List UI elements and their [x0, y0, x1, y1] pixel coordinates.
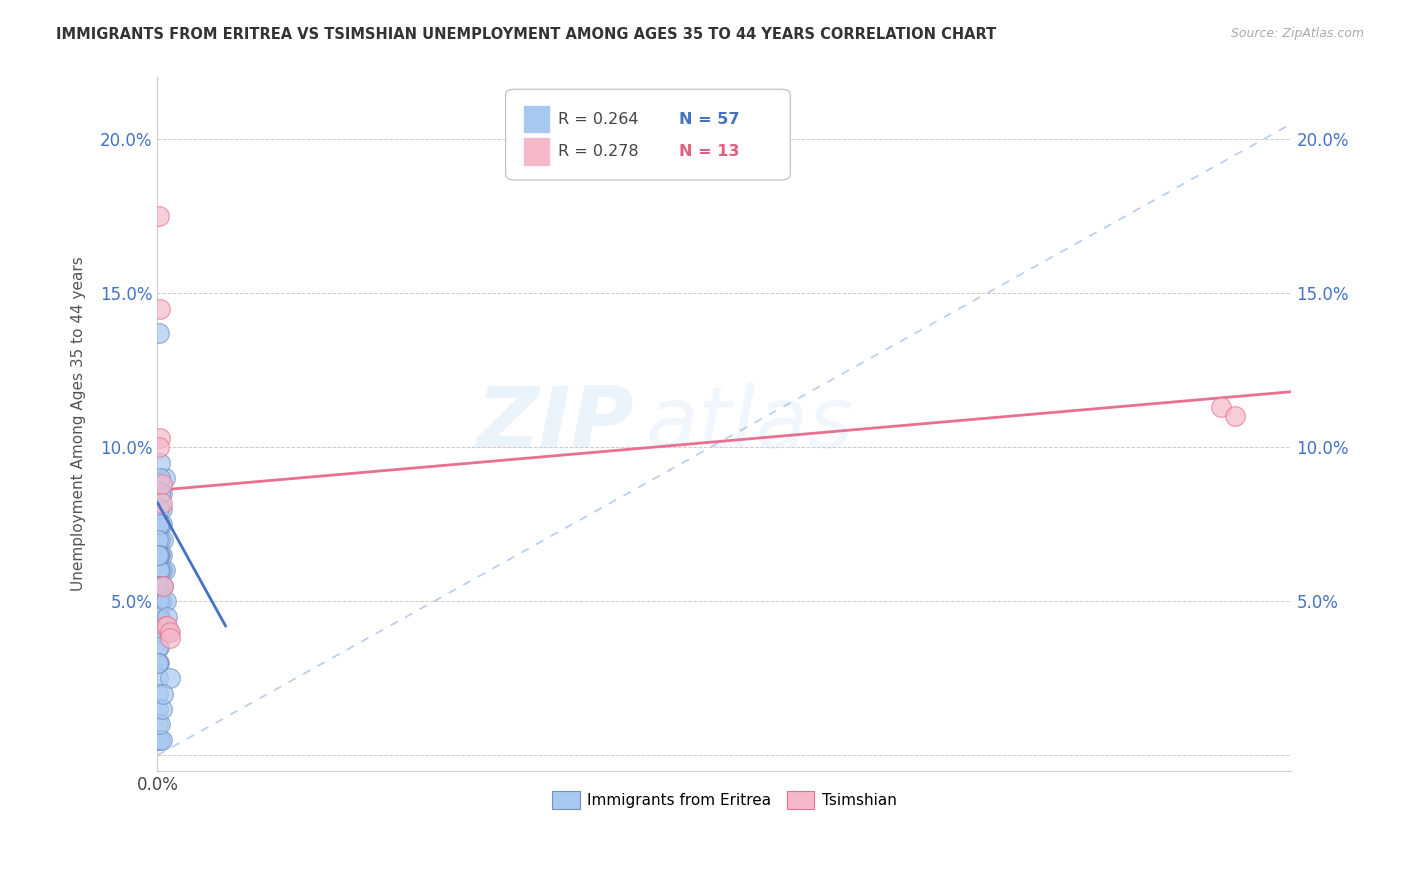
Point	[156, 609, 179, 624]
Point	[148, 326, 170, 341]
Point	[150, 501, 173, 516]
Point	[148, 656, 170, 670]
Point	[152, 533, 174, 547]
Point	[148, 594, 170, 608]
Point	[146, 609, 169, 624]
Point	[153, 563, 176, 577]
Text: R = 0.264: R = 0.264	[558, 112, 654, 127]
Point	[159, 625, 181, 640]
Point	[148, 656, 170, 670]
Point	[149, 609, 172, 624]
Point	[149, 517, 172, 532]
Point	[146, 656, 169, 670]
Point	[150, 517, 173, 532]
Point	[148, 594, 170, 608]
Text: R = 0.278: R = 0.278	[558, 145, 654, 159]
Point	[153, 471, 176, 485]
Point	[146, 579, 169, 593]
Point	[150, 702, 173, 716]
Point	[149, 533, 172, 547]
Point	[148, 640, 170, 655]
Point	[155, 594, 177, 608]
Point	[152, 579, 174, 593]
Point	[150, 486, 173, 500]
Point	[149, 732, 172, 747]
Point	[148, 440, 170, 454]
Point	[148, 625, 170, 640]
Point	[149, 456, 172, 470]
Point	[148, 732, 170, 747]
Point	[148, 563, 170, 577]
Point	[1223, 409, 1246, 424]
Point	[148, 625, 170, 640]
Point	[157, 625, 180, 640]
Point	[150, 594, 173, 608]
Point	[149, 471, 172, 485]
Point	[159, 671, 181, 685]
Point	[149, 431, 172, 445]
Point	[148, 687, 170, 701]
Text: Source: ZipAtlas.com: Source: ZipAtlas.com	[1230, 27, 1364, 40]
Point	[148, 609, 170, 624]
Bar	[524, 138, 548, 165]
Point	[150, 579, 173, 593]
Point	[148, 517, 170, 532]
Point	[148, 501, 170, 516]
Point	[148, 209, 170, 223]
Point	[148, 548, 170, 562]
Point	[152, 579, 174, 593]
Point	[149, 301, 172, 316]
Point	[148, 640, 170, 655]
Text: N = 13: N = 13	[679, 145, 740, 159]
Point	[150, 548, 173, 562]
Point	[148, 579, 170, 593]
Point	[149, 548, 172, 562]
Point	[156, 619, 179, 633]
Point	[149, 563, 172, 577]
Point	[146, 702, 169, 716]
Text: ZIP: ZIP	[477, 383, 634, 466]
Point	[148, 533, 170, 547]
Point	[149, 717, 172, 731]
Point	[150, 477, 173, 491]
Y-axis label: Unemployment Among Ages 35 to 44 years: Unemployment Among Ages 35 to 44 years	[72, 257, 86, 591]
Point	[153, 619, 176, 633]
Text: N = 57: N = 57	[679, 112, 740, 127]
Point	[149, 594, 172, 608]
Point	[148, 671, 170, 685]
Point	[149, 579, 172, 593]
Legend: Immigrants from Eritrea, Tsimshian: Immigrants from Eritrea, Tsimshian	[546, 785, 903, 815]
Text: atlas: atlas	[645, 383, 853, 466]
Text: IMMIGRANTS FROM ERITREA VS TSIMSHIAN UNEMPLOYMENT AMONG AGES 35 TO 44 YEARS CORR: IMMIGRANTS FROM ERITREA VS TSIMSHIAN UNE…	[56, 27, 997, 42]
Point	[152, 687, 174, 701]
Point	[146, 548, 169, 562]
Point	[148, 548, 170, 562]
Point	[150, 495, 173, 509]
Point	[149, 486, 172, 500]
Point	[150, 732, 173, 747]
Point	[148, 579, 170, 593]
Bar	[524, 106, 548, 132]
FancyBboxPatch shape	[506, 89, 790, 180]
Point	[148, 717, 170, 731]
Point	[1209, 400, 1232, 414]
Point	[159, 631, 181, 645]
Point	[150, 563, 173, 577]
